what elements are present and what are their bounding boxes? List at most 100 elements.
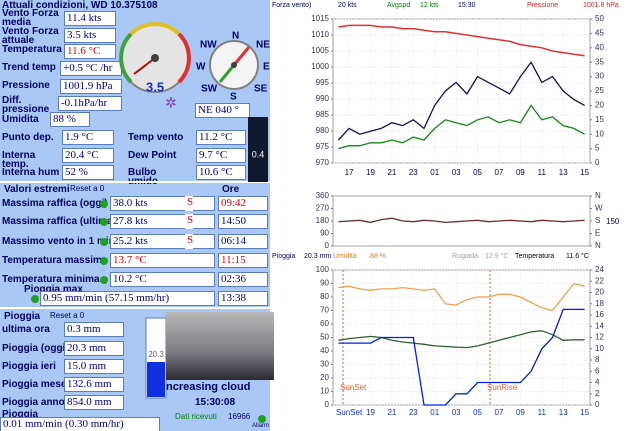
y2-tick-label: 35 [595,57,604,66]
y2-tick-label: 15 [595,115,604,124]
row-time: 14:50 [218,214,268,229]
row-value: 88 % [50,112,90,127]
y-tick-label: 995 [316,78,330,87]
forecast: increasing cloud [163,381,251,393]
y-tick-label: 90 [320,279,329,288]
row-time: 02:36 [218,272,268,287]
y-tick-label: 970 [316,158,330,167]
y2-tick-label: N [595,241,601,250]
y-tick-label: 20 [320,373,329,382]
y2-tick-label: 12 [595,333,604,342]
x-tick-label: 13 [559,408,568,417]
status-dot [100,200,108,208]
chart-header: 20.3 mm [304,253,331,260]
row-label: Umidita [2,114,39,125]
compass-label: E [263,62,270,73]
chart-header: Forza vento) [272,2,311,9]
series-line [338,282,585,312]
chart-header: 15:30 [458,2,476,9]
chart-header: Avgspd [387,2,410,9]
gauge-needle [133,57,156,75]
reset-button: Reset a 0 [50,311,85,320]
row-time: 11:15 [218,253,268,268]
row-label: Pressione [2,80,50,91]
status-dot [100,257,108,265]
x-tick-label: 13 [559,168,568,177]
compass [209,40,259,90]
status-dot [100,276,108,284]
row-value: -0.1hPa/hr [58,96,122,111]
y-tick-label: 0 [325,241,330,250]
series-line [338,308,585,406]
row-value: 0.3 mm [64,322,124,337]
row-value: 1.9 °C [62,130,114,145]
row-label: Interna temp. [2,150,36,170]
series-line [337,60,585,141]
x-tick-label: 19 [366,408,375,417]
wind-direction: NE 040 ° [195,103,250,118]
row-value: 52 % [62,165,114,180]
y2-tick-label: 16 [595,310,604,319]
x-tick-label: 15 [580,408,589,417]
gauge-hub [151,54,159,62]
y2-tick-label: 14 [595,321,604,330]
y-tick-label: 10 [320,387,329,396]
row-label: Temperatura [2,44,62,55]
row-direction: S [185,234,194,249]
chart-header: 88 % [370,253,386,260]
y-tick-label: 980 [316,126,330,135]
y2-tick-label: 4 [595,378,600,387]
row-value: 132.6 mm [64,377,124,392]
x-tick-label: 01 [430,408,439,417]
series-line [338,104,585,150]
chart-header: 20 kts [338,2,357,9]
row-label: Pioggia max [24,284,83,295]
row-label: Dew Point [128,150,177,161]
y-tick-label: 985 [316,110,330,119]
y2-tick-label: S [595,216,600,225]
compass-label: W [196,62,206,73]
row-value: 0.01 mm/min (0.30 mm/hr) [0,417,160,431]
row-value: 11.4 kts [64,11,116,26]
annotation: 150 [606,217,620,226]
row-value: 20.3 mm [64,341,124,356]
compass-needle [232,46,251,66]
row-direction: S [185,196,194,211]
y2-tick-label: 30 [595,72,604,81]
row-label: Punto dep. [2,132,54,143]
row-value: 13.7 °C [110,253,215,268]
column-header: Ore [222,184,240,195]
compass-hub [231,62,237,68]
y2-tick-label: 2 [595,389,600,398]
y-tick-label: 70 [320,306,329,315]
row-time: 06:14 [218,234,268,249]
x-tick-label: 03 [452,168,461,177]
x-tick-label: SunSet [336,408,363,417]
row-label: Massima raffica (ultima ora) [2,216,135,227]
status-dot [100,238,108,246]
row-label: Vento Forza attuale [2,26,59,46]
row-value: 0.95 mm/min (57.15 mm/hr) [40,291,215,306]
row-label: Temperatura massima [2,255,108,266]
side-box [248,117,268,182]
y2-tick-label: 50 [595,14,604,23]
compass-label: NE [256,40,270,51]
wind-gauge [119,22,191,93]
x-tick-label: 07 [495,408,504,417]
received-label: Dati ricevuti [175,412,217,421]
y-tick-label: 90 [320,229,329,238]
webcam-image [166,312,274,380]
row-label: ultima ora [2,324,50,335]
y2-tick-label: E [595,229,600,238]
row-label: Pioggia mese [2,379,67,390]
row-value: 1001.9 hPa [60,79,122,94]
y2-tick-label: N [595,191,601,200]
alarm-label: Allarm [252,423,270,429]
y2-tick-label: 20 [595,288,604,297]
y2-tick-label: 40 [595,43,604,52]
compass-label: NW [200,40,217,51]
y2-tick-label: 18 [595,299,604,308]
y2-tick-label: 10 [595,344,604,353]
compass-needle [218,64,236,83]
row-label: Trend temp [2,62,56,73]
